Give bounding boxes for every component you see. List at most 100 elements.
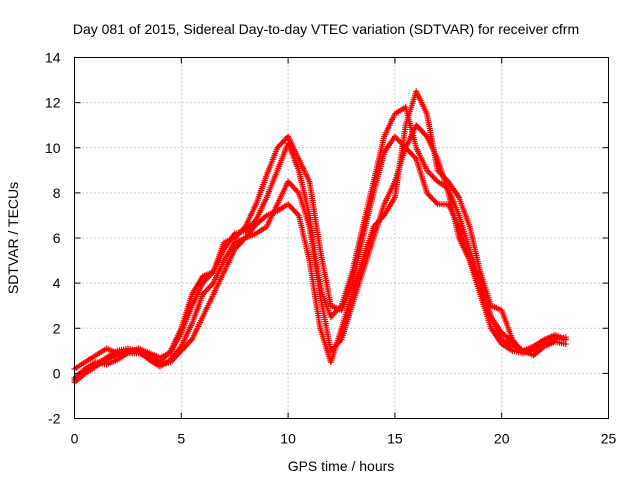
marker-trail xyxy=(94,346,108,358)
marker-trail xyxy=(382,196,397,217)
marker-trail xyxy=(329,303,343,313)
marker-trail xyxy=(253,173,269,206)
marker-trail xyxy=(168,331,184,355)
marker-trail xyxy=(553,332,567,342)
x-tick-label: 25 xyxy=(601,431,617,447)
marker-trail xyxy=(73,369,87,382)
marker-trail xyxy=(532,337,546,349)
marker-trail xyxy=(424,113,441,172)
marker-trail xyxy=(456,196,472,228)
marker-trail xyxy=(478,286,494,318)
y-tick-label: 0 xyxy=(53,365,61,381)
x-tick-label: 0 xyxy=(71,431,79,447)
marker-trail xyxy=(306,225,323,296)
marker-trail xyxy=(425,191,440,206)
x-axis-label: GPS time / hours xyxy=(288,458,395,474)
marker-trail xyxy=(456,214,472,251)
marker-trail xyxy=(233,235,247,245)
marker-trail xyxy=(436,201,450,208)
y-tick-label: 14 xyxy=(45,50,61,66)
marker-trail xyxy=(253,196,269,222)
marker-trail xyxy=(489,303,503,313)
marker-trail xyxy=(243,218,258,233)
marker-trail xyxy=(201,281,215,296)
marker-trail xyxy=(499,309,515,341)
marker-trail xyxy=(382,180,397,206)
marker-trail xyxy=(189,282,205,307)
marker-trail xyxy=(296,191,312,228)
marker-trail xyxy=(317,248,334,307)
marker-trail xyxy=(425,168,440,184)
data-layer xyxy=(71,88,569,386)
marker-trail xyxy=(436,168,450,184)
marker-trail xyxy=(127,346,140,354)
marker-trail xyxy=(371,151,387,194)
marker-trail xyxy=(264,169,280,199)
marker-trail xyxy=(265,208,279,218)
marker-trail xyxy=(211,270,227,296)
x-tick-label: 20 xyxy=(494,431,510,447)
y-tick-label: 2 xyxy=(53,320,61,336)
marker-trail xyxy=(349,259,366,296)
marker-trail xyxy=(371,135,387,183)
marker-trail xyxy=(382,112,397,138)
marker-trail xyxy=(178,293,195,330)
marker-trail xyxy=(414,123,429,139)
marker-trail xyxy=(296,157,312,183)
marker-trail xyxy=(285,142,301,172)
marker-trail xyxy=(137,349,151,362)
marker-trail xyxy=(500,331,514,344)
marker-trail xyxy=(467,259,483,289)
series-track-4 xyxy=(71,88,569,384)
marker-trail xyxy=(456,236,472,262)
marker-trail xyxy=(73,360,87,371)
marker-trail xyxy=(446,180,461,199)
marker-trail xyxy=(554,339,567,347)
marker-trail xyxy=(413,158,430,194)
marker-trail xyxy=(489,315,504,334)
marker-trail xyxy=(286,135,301,161)
marker-trail xyxy=(543,339,557,349)
marker-trail xyxy=(478,270,494,307)
y-tick-label: 8 xyxy=(53,185,61,201)
marker-trail xyxy=(360,225,376,262)
marker-trail xyxy=(200,293,216,319)
marker-trail xyxy=(189,315,205,341)
marker-trail xyxy=(211,259,227,285)
marker-trail xyxy=(254,224,268,236)
marker-trail xyxy=(116,346,129,354)
marker-trail xyxy=(339,304,355,341)
marker-trail xyxy=(393,105,407,116)
y-tick-label: 10 xyxy=(45,140,61,156)
marker-trail xyxy=(500,342,514,353)
x-tick-label: 10 xyxy=(280,431,296,447)
marker-trail xyxy=(360,180,377,228)
marker-trail xyxy=(403,124,419,149)
marker-trail xyxy=(84,353,98,364)
marker-trail xyxy=(148,358,162,369)
marker-trail xyxy=(339,293,355,330)
marker-trail xyxy=(467,225,483,273)
y-tick-label: 12 xyxy=(45,95,61,111)
marker-trail xyxy=(306,259,323,330)
marker-trail xyxy=(94,355,108,367)
marker-trail xyxy=(445,191,462,239)
marker-trail xyxy=(211,241,227,273)
marker-trail xyxy=(339,282,355,312)
marker-trail xyxy=(148,350,162,360)
marker-trail xyxy=(201,270,215,285)
marker-trail xyxy=(158,358,172,369)
marker-trail xyxy=(414,146,430,172)
marker-trail xyxy=(276,202,290,213)
tick-layer: 0 5 10 15 20 25 -2 0 2 4 6 8 10 12 14 xyxy=(45,50,617,447)
marker-trail xyxy=(189,293,205,325)
marker-trail xyxy=(105,348,119,360)
marker-trail xyxy=(296,169,312,217)
marker-trail xyxy=(414,90,430,115)
marker-trail xyxy=(233,225,247,240)
y-tick-label: 6 xyxy=(53,230,61,246)
marker-trail xyxy=(349,237,366,285)
marker-trail xyxy=(222,241,237,262)
marker-trail xyxy=(296,214,312,262)
marker-trail xyxy=(371,213,386,229)
